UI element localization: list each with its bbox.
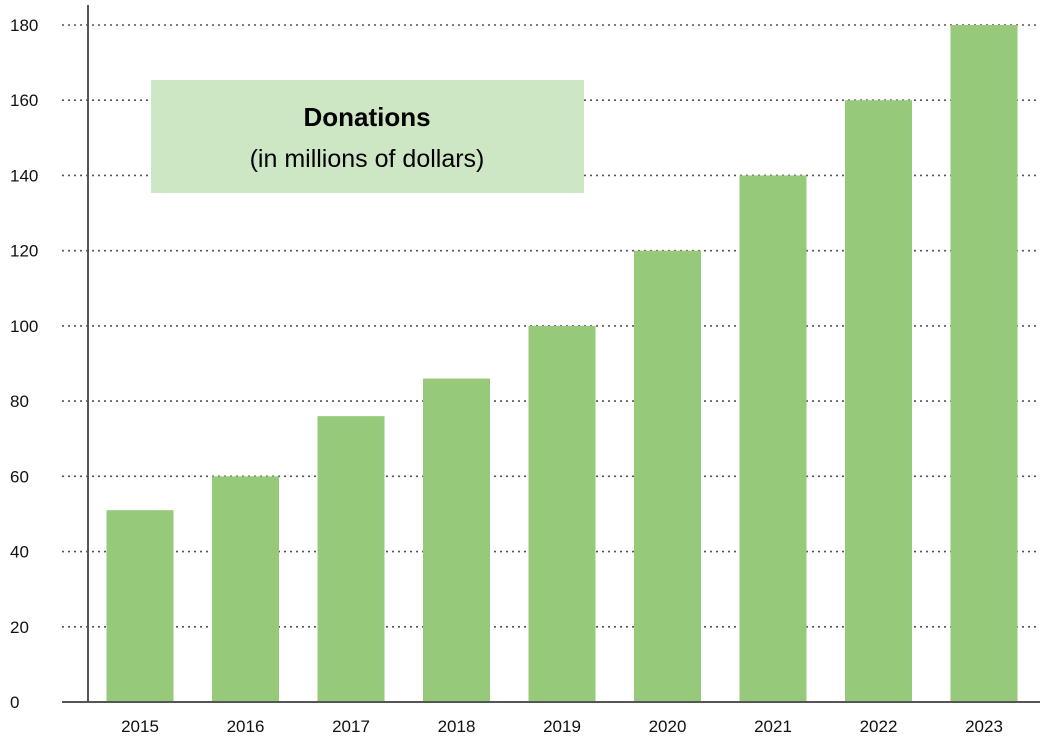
y-tick-label: 20 bbox=[10, 618, 29, 637]
chart-subtitle: (in millions of dollars) bbox=[250, 145, 485, 173]
x-tick-label: 2023 bbox=[965, 717, 1003, 736]
x-tick-label: 2019 bbox=[543, 717, 581, 736]
y-tick-label: 80 bbox=[10, 392, 29, 411]
y-tick-label: 180 bbox=[10, 16, 38, 35]
y-tick-label: 120 bbox=[10, 242, 38, 261]
x-tick-labels: 2015 2016 2017 2018 2019 2020 2021 2022 2023 bbox=[121, 717, 1003, 736]
x-tick-label: 2020 bbox=[649, 717, 687, 736]
bar-2023 bbox=[950, 25, 1018, 702]
y-tick-label: 60 bbox=[10, 467, 29, 486]
y-tick-labels: 0 20 40 60 80 100 120 140 160 180 bbox=[10, 16, 38, 712]
x-tick-label: 2018 bbox=[438, 717, 476, 736]
chart-title: Donations bbox=[303, 102, 430, 132]
bar-2020 bbox=[634, 250, 701, 702]
bar-2017 bbox=[317, 416, 385, 702]
x-tick-label: 2017 bbox=[332, 717, 370, 736]
bar-2019 bbox=[528, 325, 596, 702]
bar-2022 bbox=[845, 100, 912, 702]
bar-2018 bbox=[423, 378, 490, 702]
x-tick-label: 2022 bbox=[860, 717, 898, 736]
y-tick-label: 0 bbox=[10, 693, 19, 712]
x-tick-label: 2021 bbox=[754, 717, 792, 736]
bar-2021 bbox=[739, 175, 807, 702]
y-tick-label: 160 bbox=[10, 91, 38, 110]
axes bbox=[62, 5, 1040, 703]
y-tick-label: 100 bbox=[10, 317, 38, 336]
y-tick-label: 40 bbox=[10, 543, 29, 562]
bar-2016 bbox=[212, 476, 279, 702]
y-tick-label: 140 bbox=[10, 166, 38, 185]
bars bbox=[106, 25, 1018, 702]
x-tick-label: 2016 bbox=[227, 717, 265, 736]
x-tick-label: 2015 bbox=[121, 717, 159, 736]
bar-2015 bbox=[106, 510, 174, 702]
chart-title-box: Donations (in millions of dollars) bbox=[151, 80, 584, 193]
title-background bbox=[151, 80, 584, 193]
